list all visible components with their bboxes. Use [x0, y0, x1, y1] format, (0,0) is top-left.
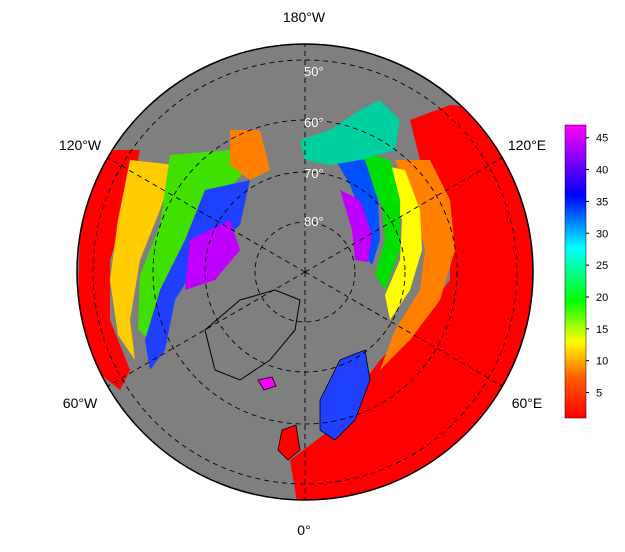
colorbar-tick-label: 10 [596, 356, 608, 368]
colorbar-tick-label: 35 [596, 196, 608, 208]
iceland [257, 376, 277, 391]
north-america-yellow-band [110, 160, 175, 360]
lon-label-60e: 60°E [512, 395, 543, 411]
colorbar-tick-label: 5 [596, 388, 602, 400]
map-border [76, 43, 534, 501]
scandinavia [319, 349, 371, 441]
lon-label-60w: 60°W [63, 395, 98, 411]
eurasia-magenta-band [340, 190, 372, 262]
lon-label-180w: 180°W [283, 9, 326, 25]
lon-label-120w: 120°W [59, 137, 102, 153]
colorbar-tick-label: 20 [596, 292, 608, 304]
lat-label-60: 60° [304, 115, 324, 130]
eurasia-green-band [355, 150, 400, 290]
colorbar-tick-label: 40 [596, 165, 608, 177]
lat-label-80: 80° [304, 214, 324, 229]
colorbar-tick-label: 30 [596, 228, 608, 240]
eurasia-orange-band [380, 160, 455, 370]
lat-label-70: 70° [304, 166, 324, 181]
north-america-magenta-band [185, 220, 240, 290]
lat-label-50: 50° [304, 64, 324, 79]
colorbar-ticks: 5 10 15 20 25 30 35 40 45 [586, 133, 608, 400]
alaska-region [230, 130, 270, 180]
british-isles [277, 424, 301, 461]
colorbar [564, 124, 587, 419]
siberia-coast [300, 100, 400, 165]
colorbar-tick-label: 45 [596, 133, 608, 145]
colorbar-tick-label: 15 [596, 324, 608, 336]
lon-label-120e: 120°E [508, 137, 546, 153]
graticule [92, 44, 518, 500]
lon-label-0: 0° [297, 522, 310, 538]
colorbar-tick-label: 25 [596, 260, 608, 272]
